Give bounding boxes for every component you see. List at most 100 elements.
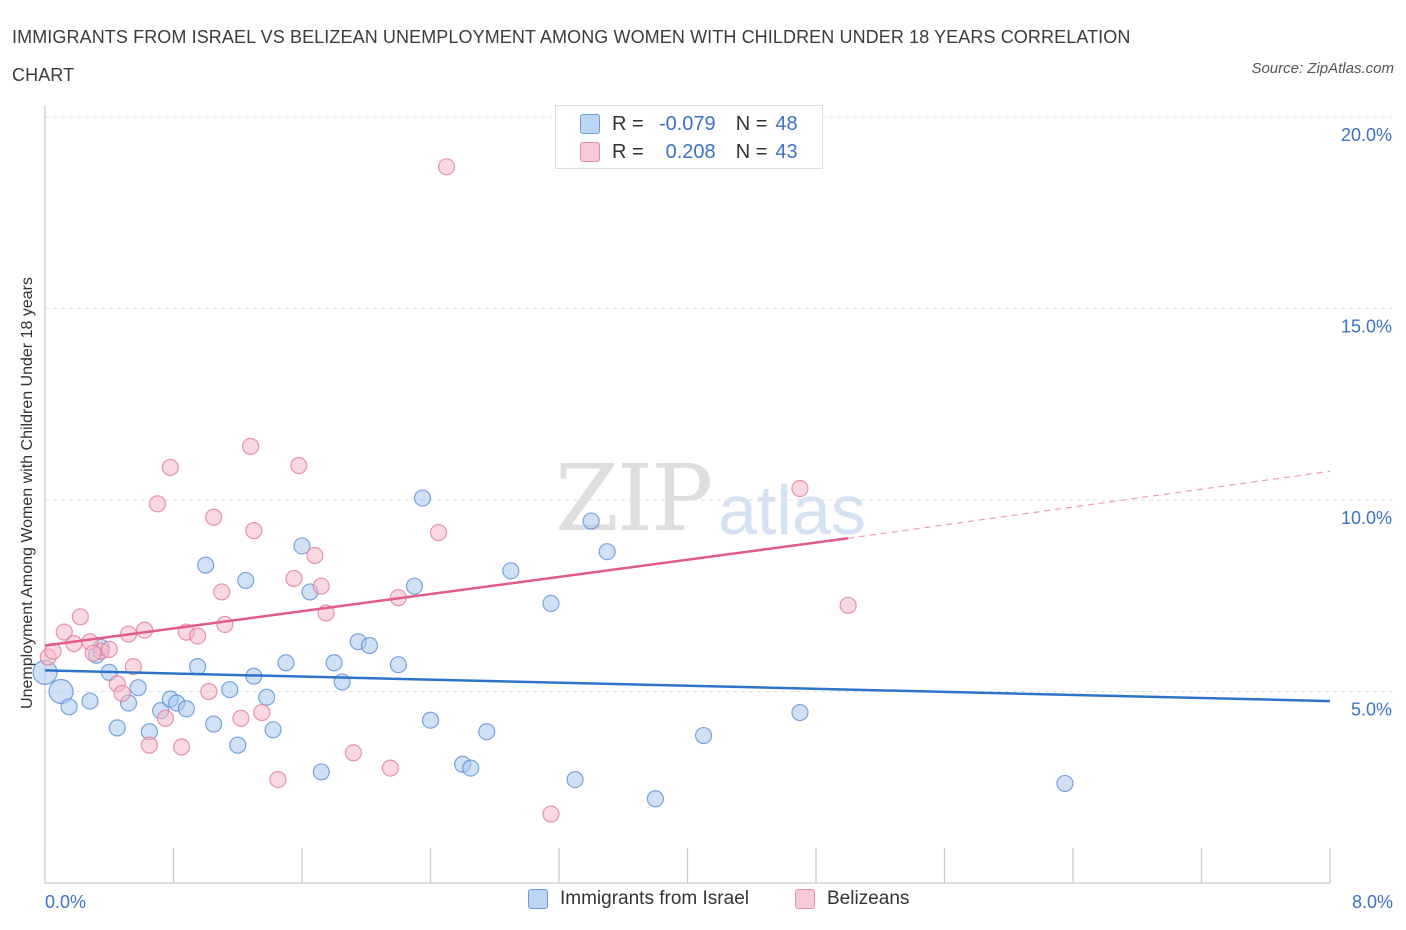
- belize-point: [791, 479, 809, 498]
- israel-point: [405, 577, 424, 595]
- israel-point: [694, 726, 713, 745]
- israel-point: [229, 736, 247, 754]
- series-label-belize: Belizeans: [827, 888, 910, 909]
- israel-point: [421, 711, 440, 729]
- israel-point: [108, 719, 126, 737]
- israel-point: [81, 692, 99, 710]
- belize-point: [205, 508, 223, 526]
- y-tick-label: 5.0%: [1351, 700, 1392, 720]
- belize-point: [232, 709, 250, 727]
- israel-point: [60, 698, 78, 716]
- israel-point: [360, 636, 379, 655]
- israel-point: [646, 790, 664, 808]
- israel-point: [325, 654, 343, 672]
- belize-point: [306, 546, 324, 565]
- legend-r-label: R =: [612, 112, 644, 135]
- legend-row-belize: R = 0.208 N = 43: [580, 139, 798, 165]
- belize-point: [172, 738, 191, 756]
- belize-point: [437, 158, 456, 176]
- legend-n-value: 48: [775, 112, 798, 135]
- legend-n-label: N =: [735, 112, 768, 135]
- watermark-zip: ZIP: [555, 445, 713, 552]
- x-tick-label: 0.0%: [45, 892, 86, 912]
- legend-n-label: N =: [735, 140, 768, 163]
- belize-point: [542, 805, 560, 823]
- belize-point: [253, 703, 271, 722]
- israel-point: [129, 679, 147, 697]
- israel-point: [478, 723, 496, 741]
- belize-point: [156, 709, 175, 727]
- belize-point: [188, 627, 207, 645]
- belize-point: [381, 759, 399, 777]
- belize-point: [200, 682, 218, 701]
- israel-point: [258, 688, 276, 706]
- belize-point: [140, 736, 159, 754]
- israel-point: [237, 571, 255, 590]
- source-label: Source: ZipAtlas.com: [1251, 60, 1394, 77]
- legend-r-value: -0.079: [658, 112, 716, 135]
- israel-point: [389, 656, 407, 674]
- legend-swatch-belize: [580, 142, 600, 162]
- belize-point: [124, 658, 142, 676]
- watermark-atlas: atlas: [718, 471, 866, 549]
- legend-row-israel: R = -0.079 N = 48: [580, 111, 798, 137]
- y-tick-label: 10.0%: [1341, 508, 1392, 528]
- belize-trend-extension: [848, 470, 1331, 539]
- israel-point: [221, 680, 239, 699]
- series-legend-belize[interactable]: Belizeans: [795, 888, 909, 910]
- israel-point: [598, 543, 616, 561]
- israel-point: [1056, 774, 1074, 793]
- x-tick-label: 8.0%: [1352, 892, 1393, 912]
- belize-point: [55, 623, 73, 641]
- belize-point: [100, 640, 118, 658]
- israel-point: [462, 759, 480, 777]
- belize-point: [216, 615, 234, 634]
- legend-swatch-israel: [580, 114, 600, 134]
- belize-point: [312, 577, 330, 595]
- legend-r-label: R =: [612, 140, 644, 163]
- israel-point: [293, 537, 311, 555]
- series-label-israel: Immigrants from Israel: [560, 888, 749, 909]
- israel-point: [48, 678, 74, 705]
- belize-point: [344, 744, 362, 762]
- y-tick-label: 20.0%: [1341, 125, 1392, 145]
- series-swatch-belize: [795, 889, 815, 909]
- belize-point: [269, 770, 287, 789]
- belize-point: [148, 495, 167, 513]
- israel-point: [177, 700, 195, 718]
- israel-trend-line: [44, 669, 1331, 703]
- belize-point: [161, 458, 179, 477]
- israel-point: [312, 763, 330, 781]
- legend-n-value: 43: [775, 140, 798, 163]
- correlation-legend: R = -0.079 N = 48 R = 0.208 N = 43: [555, 105, 823, 169]
- legend-r-value: 0.208: [665, 140, 716, 163]
- series-legend-israel[interactable]: Immigrants from Israel: [528, 888, 749, 910]
- israel-point: [413, 489, 432, 507]
- y-tick-label: 15.0%: [1341, 317, 1392, 337]
- israel-point: [542, 594, 560, 613]
- belize-point: [839, 596, 857, 614]
- israel-point: [277, 654, 295, 672]
- series-legend: Immigrants from Israel Belizeans: [0, 888, 1406, 916]
- belize-point: [213, 583, 231, 601]
- belize-point: [290, 456, 308, 475]
- israel-point: [582, 512, 600, 530]
- israel-point: [188, 658, 207, 676]
- israel-point: [566, 770, 584, 789]
- israel-point: [502, 562, 520, 580]
- israel-point: [205, 715, 223, 733]
- belize-point: [71, 608, 89, 626]
- belize-point: [245, 522, 263, 540]
- belize-point: [135, 621, 154, 639]
- belize-point: [113, 684, 131, 703]
- chart-title: IMMIGRANTS FROM ISRAEL VS BELIZEAN UNEMP…: [12, 27, 1131, 85]
- belize-point: [242, 437, 260, 455]
- israel-point: [197, 556, 215, 574]
- belize-point: [285, 569, 303, 588]
- belize-trend-line: [44, 537, 849, 647]
- israel-point: [791, 703, 809, 722]
- belize-point: [429, 523, 448, 542]
- series-swatch-israel: [528, 889, 548, 909]
- israel-point: [264, 721, 282, 739]
